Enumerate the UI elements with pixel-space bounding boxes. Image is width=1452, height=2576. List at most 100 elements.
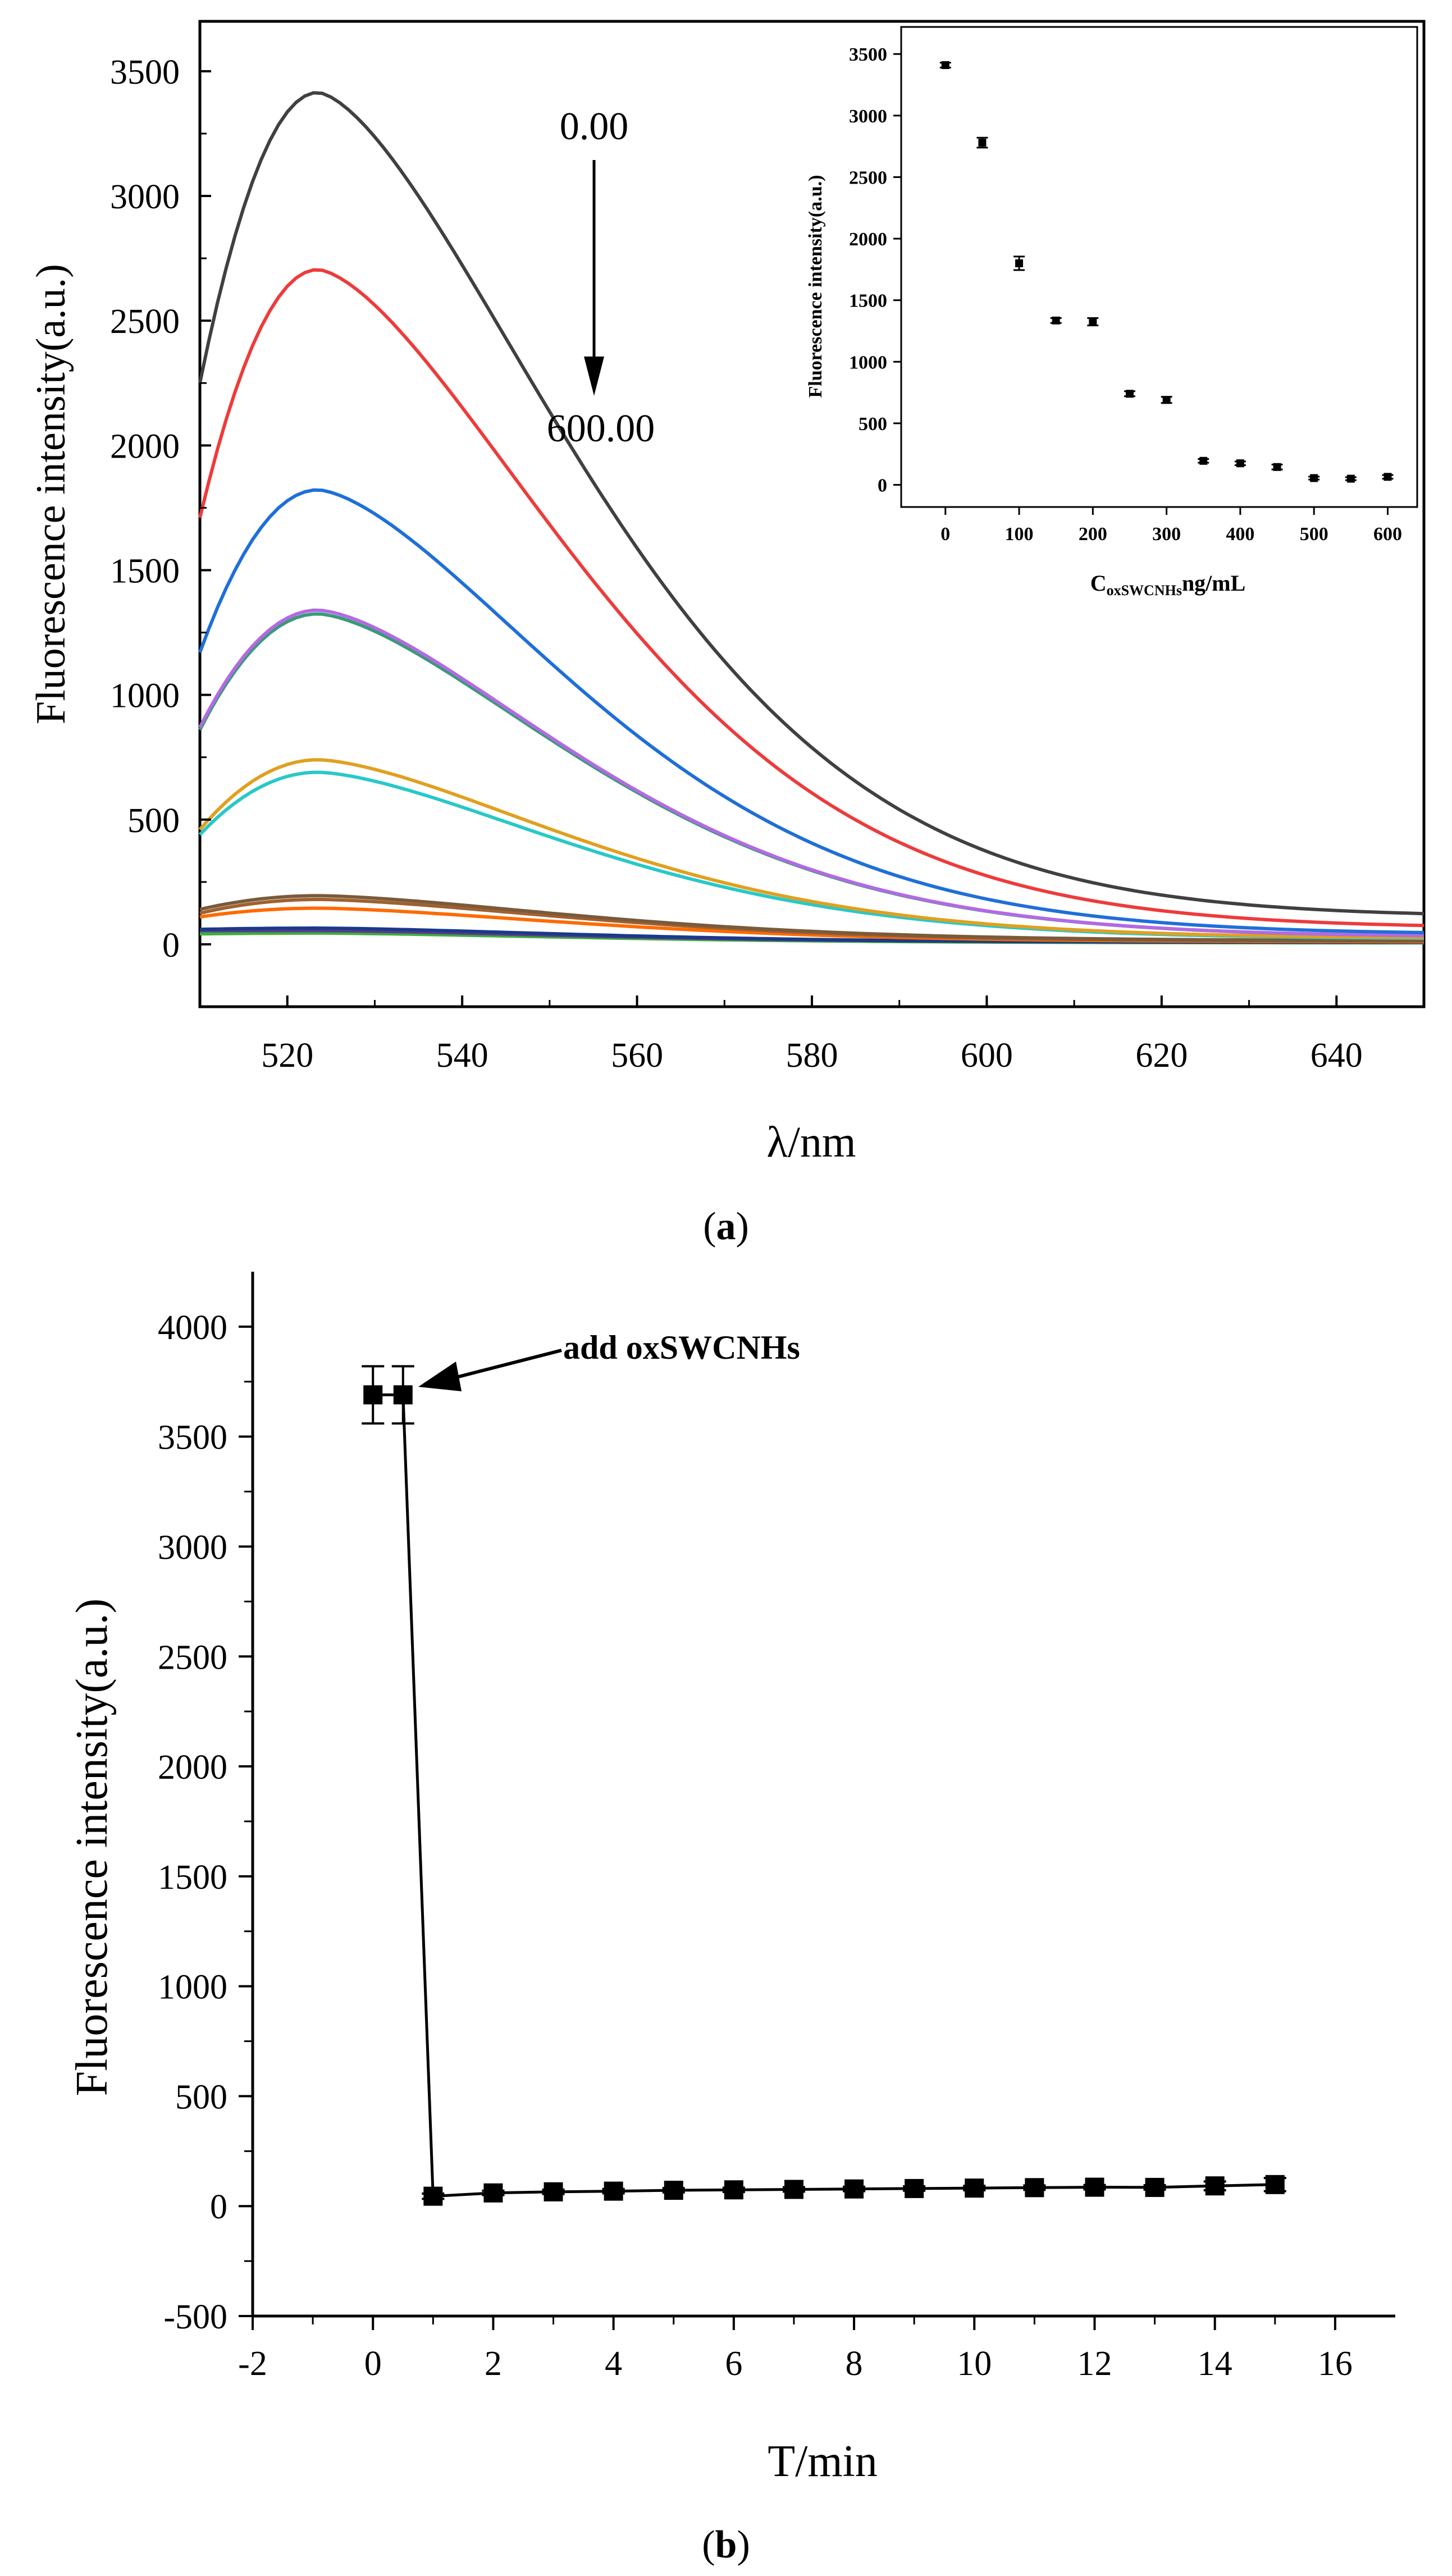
panel-b-point: [905, 2178, 924, 2198]
panel-a-caption: (a): [703, 1205, 749, 1248]
panel-b-annotation-arrow-line: [451, 1349, 562, 1380]
inset-ytick-label: 3000: [849, 106, 887, 127]
panel-b-xtick-label: -2: [238, 2345, 267, 2383]
panel-a-arrow-head: [584, 357, 604, 396]
panel-b: -2 0 2 4 6 8 10 12 14 16 -500 0 500 1000 1500 2000 2500 3…: [67, 1272, 1395, 2566]
panel-b-ytick-label: 2000: [158, 1748, 227, 1787]
panel-b-xtick-label: 2: [485, 2345, 502, 2383]
panel-a-ytick-label: 3500: [110, 53, 180, 92]
panel-b-ytick-label: 1000: [158, 1968, 227, 2007]
panel-b-xtick-label: 12: [1077, 2345, 1112, 2383]
inset-point: [1125, 390, 1134, 398]
panel-a-series-line: [199, 894, 1424, 942]
panel-b-xlabel: T/min: [768, 2437, 878, 2486]
panel-b-point: [1085, 2177, 1104, 2197]
panel-b-point: [724, 2180, 743, 2200]
inset-point: [941, 61, 949, 69]
inset-xtick-label: 100: [1005, 524, 1034, 545]
panel-b-xtick-label: 16: [1318, 2345, 1353, 2383]
inset-point: [1015, 259, 1024, 267]
inset-xlabel-tail: ng/mL: [1182, 570, 1245, 596]
inset-ytick-label: 1500: [849, 291, 887, 312]
inset-xtick-label: 500: [1300, 524, 1328, 545]
panel-b-xtick-label: 8: [846, 2345, 863, 2383]
panel-a-xlabel: λ/nm: [766, 1117, 856, 1166]
panel-b-ytick-label: 2500: [158, 1638, 227, 1677]
panel-b-series: [362, 1365, 1286, 2206]
panel-a-ytick-label: 2500: [110, 303, 180, 341]
panel-b-point: [604, 2181, 623, 2201]
panel-a-xtick-label: 520: [261, 1036, 313, 1075]
panel-a-end-label: 600.00: [547, 407, 655, 450]
panel-a-series-line: [198, 268, 1424, 928]
panel-b-xtick-label: 4: [605, 2345, 622, 2383]
panel-b-annotation-arrow-head: [418, 1362, 462, 1391]
inset-xlabel: CoxSWCNHsng/mL: [1090, 570, 1246, 599]
panel-b-point: [1205, 2176, 1225, 2196]
panel-a-xtick-label: 640: [1311, 1036, 1363, 1075]
panel-a-ytick-label: 3000: [110, 178, 180, 216]
panel-a: 520 540 560 580 600 620 6400500100015002000250…: [28, 20, 1426, 1248]
inset-point: [1162, 396, 1171, 404]
panel-a-ytick-label: 500: [127, 802, 180, 840]
panel-a-xtick-label: 620: [1135, 1036, 1188, 1075]
panel-b-point: [1145, 2177, 1165, 2197]
inset-points: [939, 61, 1394, 483]
panel-a-series-line: [198, 758, 1424, 939]
panel-a-series-line: [198, 91, 1424, 916]
inset-ytick-label: 3500: [849, 44, 887, 65]
panel-a-ticks: 520 540 560 580 600 620 6400500100015002000250…: [110, 53, 1425, 1075]
inset-point: [1052, 316, 1060, 325]
panel-a-caption-letter: a: [716, 1205, 736, 1248]
panel-a-ytick-label: 1000: [110, 677, 180, 715]
panel-b-point: [1265, 2175, 1285, 2194]
panel-b-point: [1025, 2178, 1044, 2198]
panel-a-ylabel: Fluorescence intensity(a.u.): [28, 264, 74, 724]
inset-point: [978, 139, 987, 147]
panel-b-ticks: -2 0 2 4 6 8 10 12 14 16 -500 0 500 1000 1500 2000 2500 3…: [158, 1309, 1353, 2383]
panel-b-xtick-label: 0: [364, 2345, 382, 2383]
panel-b-ytick-label: 0: [210, 2188, 227, 2226]
panel-b-ylabel: Fluorescence intensity(a.u.): [67, 1598, 117, 2096]
inset-xlabel-sub: oxSWCNHs: [1107, 582, 1182, 599]
inset-xtick-label: 0: [940, 524, 950, 545]
inset-xtick-label: 300: [1152, 524, 1181, 545]
panel-b-point: [544, 2182, 563, 2202]
panel-b-point: [664, 2181, 683, 2200]
panel-b-ytick-label: 500: [175, 2078, 227, 2116]
inset-xtick-label: 200: [1079, 524, 1107, 545]
panel-b-ytick-label: -500: [163, 2298, 227, 2336]
panel-a-series-line: [198, 488, 1424, 934]
inset-point: [1310, 474, 1318, 482]
panel-b-ytick-label: 3500: [158, 1419, 227, 1457]
inset-ytick-label: 1000: [849, 352, 887, 373]
inset-ticks: 0 100 200 300 400 500 600 0 500 1000 1500 2000 2500 3…: [849, 44, 1402, 545]
inset-ytick-label: 500: [859, 414, 887, 435]
panel-b-xtick-label: 14: [1198, 2345, 1232, 2383]
panel-b-ytick-label: 4000: [158, 1309, 227, 1347]
inset-xtick-label: 400: [1226, 524, 1254, 545]
panel-b-point: [363, 1385, 383, 1405]
panel-b-point: [393, 1385, 413, 1405]
panel-b-ytick-label: 3000: [158, 1528, 227, 1566]
panel-b-point: [965, 2178, 984, 2198]
panel-a-ytick-label: 1500: [110, 552, 180, 590]
panel-b-ytick-label: 1500: [158, 1858, 227, 1897]
panel-b-xtick-label: 10: [957, 2345, 992, 2383]
panel-a-start-label: 0.00: [560, 105, 629, 148]
inset-ytick-label: 0: [878, 476, 887, 496]
inset-ylabel: Fluorescence intensity(a.u.): [805, 175, 826, 398]
panel-a-ytick-label: 0: [162, 926, 180, 965]
inset-ytick-label: 2500: [849, 167, 887, 188]
panel-a-xtick-label: 560: [611, 1036, 663, 1075]
inset-point: [1273, 463, 1281, 471]
panel-b-point: [844, 2179, 864, 2199]
panel-b-point: [784, 2180, 803, 2199]
panel-a-xtick-label: 580: [786, 1036, 838, 1075]
inset-point: [1236, 459, 1244, 468]
inset-ytick-label: 2000: [849, 229, 887, 250]
panel-a-xtick-label: 540: [436, 1036, 488, 1075]
panel-a-curves: [198, 91, 1424, 945]
inset-frame: [900, 26, 1418, 508]
